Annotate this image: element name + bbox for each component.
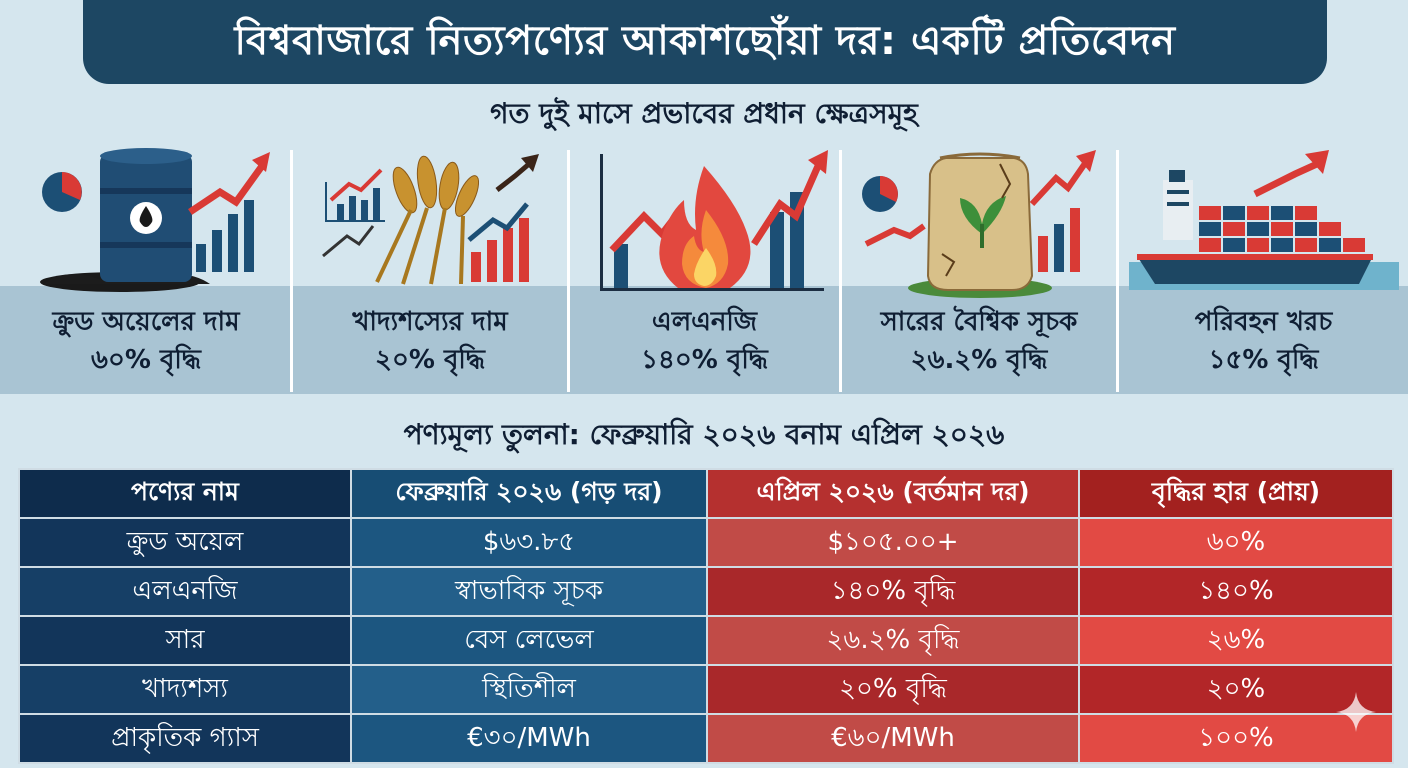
page-title: বিশ্ববাজারে নিত্যপণ্যের আকাশছোঁয়া দর: এ… (234, 17, 1176, 64)
panel-label-name: খাদ্যশস্যের দাম (352, 307, 508, 337)
header-growth-rate: বৃদ্ধির হার (প্রায়) (1078, 468, 1394, 519)
cell-growth: ১০০% (1078, 713, 1394, 764)
table-row: প্রাকৃতিক গ্যাস €৩০/MWh €৬০/MWh ১০০% (18, 713, 1394, 764)
fertilizer-sack-icon (862, 150, 1096, 298)
panel-food-grains: খাদ্যশস্যের দাম ২০% বৃদ্ধি (293, 144, 567, 396)
flame-icon (600, 150, 828, 291)
price-comparison-table: পণ্যের নাম ফেব্রুয়ারি ২০২৬ (গড় দর) এপ্… (18, 468, 1394, 764)
panel-divider (839, 150, 842, 392)
label-band (0, 286, 1408, 394)
cell-february: স্বাভাবিক সূচক (350, 566, 708, 617)
panel-label-change: ২৬.২% বৃদ্ধি (910, 345, 1048, 375)
header-february-price: ফেব্রুয়ারি ২০২৬ (গড় দর) (350, 468, 708, 519)
header-product-name: পণ্যের নাম (18, 468, 352, 519)
table-row: এলএনজি স্বাভাবিক সূচক ১৪০% বৃদ্ধি ১৪০% (18, 566, 1394, 617)
cell-april: ২০% বৃদ্ধি (706, 664, 1080, 715)
cell-february: $৬৩.৮৫ (350, 517, 708, 568)
panel-label-change: ১৫% বৃদ্ধি (1208, 345, 1319, 375)
oil-barrel-icon (40, 148, 270, 292)
cell-product: প্রাকৃতিক গ্যাস (18, 713, 352, 764)
section-subtitle: গত দুই মাসে প্রভাবের প্রধান ক্ষেত্রসমূহ (490, 97, 918, 130)
cell-april: $১০৫.০০+ (706, 517, 1080, 568)
panel-crude-oil: ক্রুড অয়েলের দাম ৬০% বৃদ্ধি (0, 144, 292, 396)
cell-february: স্থিতিশীল (350, 664, 708, 715)
cell-growth: ১৪০% (1078, 566, 1394, 617)
cell-product: খাদ্যশস্য (18, 664, 352, 715)
table-row: সার বেস লেভেল ২৬.২% বৃদ্ধি ২৬% (18, 615, 1394, 666)
table-title: পণ্যমূল্য তুলনা: ফেব্রুয়ারি ২০২৬ বনাম এ… (403, 418, 1005, 451)
cell-product: এলএনজি (18, 566, 352, 617)
cell-april: ২৬.২% বৃদ্ধি (706, 615, 1080, 666)
cell-february: €৩০/MWh (350, 713, 708, 764)
cell-growth: ২০% (1078, 664, 1394, 715)
cell-february: বেস লেভেল (350, 615, 708, 666)
panel-label-change: ৬০% বৃদ্ধি (91, 345, 201, 375)
wheat-icon (322, 154, 539, 285)
cell-april: ১৪০% বৃদ্ধি (706, 566, 1080, 617)
panel-label-change: ২০% বৃদ্ধি (375, 345, 485, 375)
panel-label-name: সারের বৈশ্বিক সূচক (880, 307, 1078, 337)
panel-divider (567, 150, 570, 392)
impact-panels: ক্রুড অয়েলের দাম ৬০% বৃদ্ধি (0, 144, 1408, 396)
header-april-price: এপ্রিল ২০২৬ (বর্তমান দর) (706, 468, 1080, 519)
table-row: ক্রুড অয়েল $৬৩.৮৫ $১০৫.০০+ ৬০% (18, 517, 1394, 568)
cell-growth: ৬০% (1078, 517, 1394, 568)
table-header-row: পণ্যের নাম ফেব্রুয়ারি ২০২৬ (গড় দর) এপ্… (18, 468, 1394, 519)
cell-april: €৬০/MWh (706, 713, 1080, 764)
panel-label-name: ক্রুড অয়েলের দাম (52, 307, 240, 337)
panel-label-change: ১৪০% বৃদ্ধি (641, 345, 768, 375)
title-banner: বিশ্ববাজারে নিত্যপণ্যের আকাশছোঁয়া দর: এ… (83, 0, 1327, 84)
panel-label-name: পরিবহন খরচ (1194, 307, 1333, 337)
panel-divider (290, 150, 293, 392)
panel-label-name: এলএনজি (651, 307, 758, 337)
cell-product: সার (18, 615, 352, 666)
panel-lng: এলএনজি ১৪০% বৃদ্ধি (570, 144, 839, 396)
table-row: খাদ্যশস্য স্থিতিশীল ২০% বৃদ্ধি ২০% (18, 664, 1394, 715)
panel-shipping: পরিবহন খরচ ১৫% বৃদ্ধি (1119, 144, 1408, 396)
panel-divider (1116, 150, 1119, 392)
panel-fertilizer: সারের বৈশ্বিক সূচক ২৬.২% বৃদ্ধি (842, 144, 1116, 396)
cargo-ship-icon (1129, 150, 1399, 290)
cell-product: ক্রুড অয়েল (18, 517, 352, 568)
cell-growth: ২৬% (1078, 615, 1394, 666)
sparkle-icon (1336, 692, 1376, 732)
